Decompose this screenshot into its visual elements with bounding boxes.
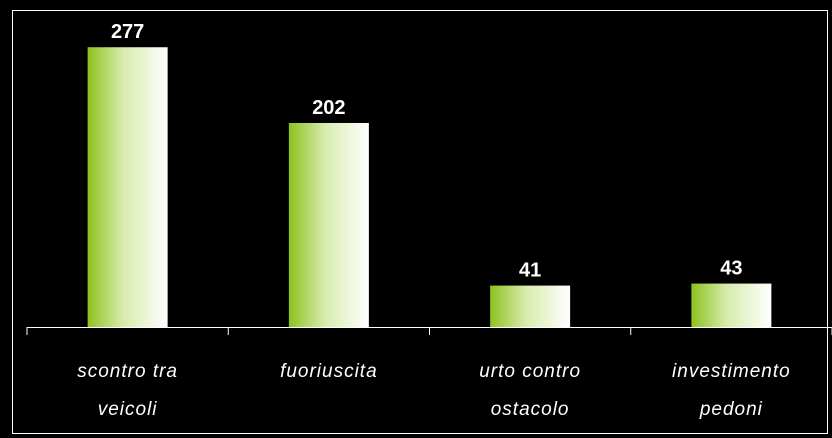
value-label: 41 bbox=[519, 260, 541, 282]
category-label: investimento pedoni bbox=[672, 361, 791, 420]
bar bbox=[87, 47, 168, 327]
category-label: urto contro ostacolo bbox=[479, 361, 581, 420]
value-label: 277 bbox=[111, 21, 144, 43]
bar bbox=[288, 122, 369, 327]
category-label: fuoriuscita bbox=[280, 361, 378, 382]
value-label: 202 bbox=[312, 97, 345, 119]
bar bbox=[490, 285, 571, 327]
category-label: scontro tra veicoli bbox=[77, 361, 178, 420]
bar bbox=[691, 283, 772, 327]
value-label: 43 bbox=[720, 258, 742, 280]
